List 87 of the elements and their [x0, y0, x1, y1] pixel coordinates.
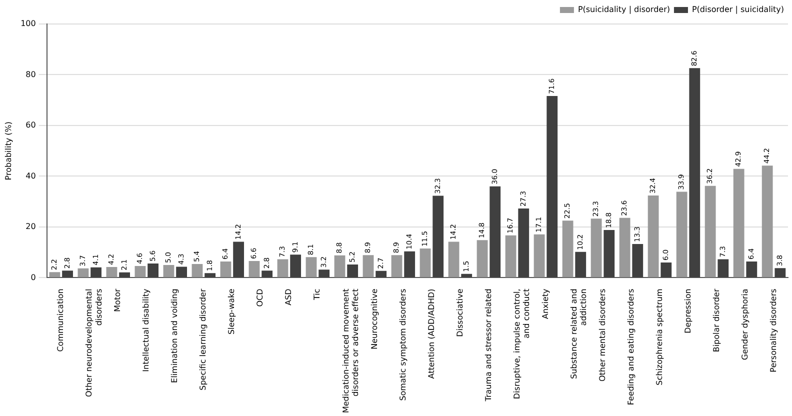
bar	[163, 265, 174, 278]
x-tick-label: Trauma and stressor related	[484, 288, 493, 402]
bar	[362, 255, 374, 278]
bar	[119, 272, 130, 278]
bar	[233, 242, 244, 278]
x-tick-label: Dissociative	[455, 288, 464, 337]
bar	[391, 255, 402, 278]
y-tick-label: 80	[26, 70, 36, 79]
x-tick-label: Specific learning disorder	[198, 288, 208, 390]
bar	[192, 264, 203, 278]
bar	[490, 186, 501, 278]
bar	[590, 218, 602, 278]
bar	[318, 270, 330, 278]
x-tick-label: Other neurodevelopmental disorders	[84, 288, 104, 397]
x-tick-label: Sleep-wake	[227, 288, 236, 335]
bar	[619, 218, 630, 278]
legend-label: P(suicidality | disorder)	[578, 5, 670, 14]
x-tick-label: Elimination and voiding	[170, 288, 180, 383]
bar	[689, 68, 700, 278]
y-tick-label: 100	[20, 19, 36, 28]
y-tick-label: 40	[26, 171, 36, 180]
bar	[476, 240, 488, 278]
x-tick-label: Other mental disorders	[598, 288, 607, 382]
x-tick-label: Motor	[113, 288, 122, 312]
y-axis-title: Probability (%)	[4, 122, 13, 180]
bar	[347, 264, 358, 278]
bar	[106, 267, 118, 278]
x-tick-label: Disruptive, impulse control, and conduct	[512, 288, 531, 400]
bar	[762, 166, 773, 278]
bar	[334, 255, 346, 278]
bar	[648, 196, 659, 278]
bar	[49, 272, 60, 278]
bar	[204, 273, 216, 278]
bar	[376, 270, 387, 278]
x-tick-label: Schizophrenia spectrum	[654, 288, 664, 386]
bar	[505, 235, 516, 278]
bar	[262, 270, 273, 278]
bar	[660, 262, 672, 278]
x-tick-label: Gender dysphoria	[740, 288, 750, 360]
bar	[404, 251, 416, 278]
bar	[774, 268, 786, 278]
bar	[461, 274, 472, 278]
bar	[704, 186, 716, 278]
y-tick-label: 60	[26, 120, 36, 130]
x-tick-label: Somatic symptom disorders	[398, 288, 408, 401]
x-tick-label: Communication	[56, 288, 66, 352]
x-tick-label: Medication-induced movement disorders or adverse effect	[341, 288, 360, 414]
bar	[290, 254, 302, 278]
bar	[632, 244, 644, 278]
x-tick-label: Attention (ADD/ADHD)	[426, 288, 436, 379]
bar	[575, 252, 586, 278]
bar	[733, 168, 744, 278]
bar	[518, 208, 530, 278]
x-tick-label: Depression	[683, 288, 692, 334]
x-tick-label: OCD	[256, 288, 265, 307]
y-tick-label: 20	[26, 222, 36, 232]
x-tick-label: ASD	[284, 288, 294, 306]
bar	[562, 220, 574, 278]
x-tick-label: Intellectual disability	[142, 288, 151, 372]
x-tick-label: Bipolar disorder	[712, 288, 721, 352]
bar	[134, 266, 146, 278]
bar	[420, 248, 431, 278]
bar	[306, 257, 317, 278]
x-tick-label: Feeding and eating disorders	[626, 288, 636, 406]
bar	[176, 266, 188, 278]
x-tick-label: Anxiety	[540, 288, 550, 320]
y-tick-label: 0	[30, 272, 36, 282]
bar	[78, 268, 89, 278]
x-tick-label: Tic	[312, 288, 322, 301]
bar	[746, 261, 758, 278]
bar	[718, 259, 729, 278]
bar	[248, 260, 260, 278]
bar	[432, 196, 444, 278]
bar	[676, 192, 688, 278]
x-tick-label: Neurocognitive	[370, 288, 379, 350]
bar	[546, 96, 558, 278]
bar	[604, 230, 615, 278]
bar	[534, 234, 545, 278]
legend-label: P(disorder | suicidality)	[692, 5, 784, 14]
bar	[220, 261, 232, 278]
bar	[90, 267, 102, 278]
bar	[62, 270, 73, 278]
bar	[148, 264, 159, 278]
x-tick-label: Substance related and addiction	[569, 288, 588, 379]
bar	[277, 259, 288, 278]
bar	[448, 242, 460, 278]
x-tick-label: Personality disorders	[768, 288, 778, 372]
